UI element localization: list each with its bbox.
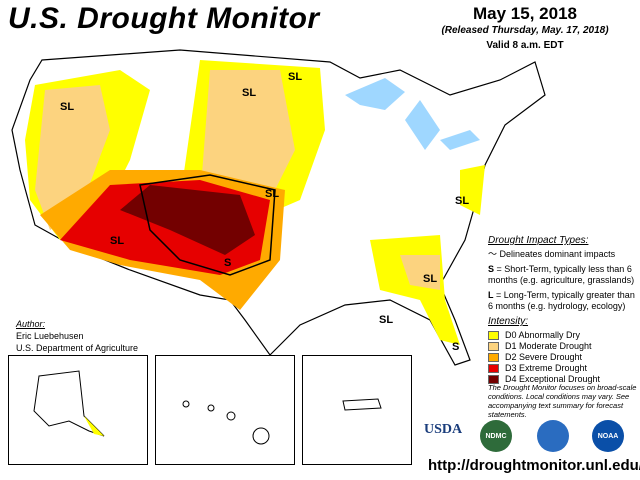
delineates-text: Delineates dominant impacts <box>499 249 616 259</box>
legend-label: D0 Abnormally Dry <box>505 330 581 340</box>
legend: Drought Impact Types: 〜 Delineates domin… <box>488 235 638 385</box>
d2-swatch <box>488 353 499 362</box>
legend-label: D4 Exceptional Drought <box>505 374 601 384</box>
s-key: S <box>488 264 495 274</box>
short-term-row: S = Short-Term, typically less than 6 mo… <box>488 264 638 286</box>
map-label: SL <box>242 87 256 99</box>
intensity-heading: Intensity: <box>488 316 529 327</box>
release-date: (Released Thursday, May. 17, 2018) <box>441 25 609 36</box>
d4-area-sw <box>120 185 255 255</box>
legend-label: D1 Moderate Drought <box>505 341 592 351</box>
website-url[interactable]: http://droughtmonitor.unl.edu/ <box>428 457 640 474</box>
legend-d2: D2 Severe Drought <box>488 352 638 363</box>
d1-area-west <box>35 85 110 230</box>
d3-swatch <box>488 364 499 373</box>
hawaii-map <box>182 400 270 445</box>
author-name: Eric Luebehusen <box>16 331 84 341</box>
author-block: Author: Eric Luebehusen U.S. Department … <box>16 318 138 354</box>
d1-area-plains <box>200 70 295 200</box>
hawaii-island <box>252 427 270 445</box>
map-label: SL <box>110 235 124 247</box>
hawaii-inset <box>155 355 295 465</box>
map-label: SL <box>60 101 74 113</box>
delineates-row: 〜 Delineates dominant impacts <box>488 249 638 260</box>
alaska-d0-area <box>84 416 104 436</box>
d1-area-southeast <box>400 255 440 290</box>
map-labels: SL SL SL SL SL S SL SL SL S <box>60 71 469 353</box>
legend-d4: D4 Exceptional Drought <box>488 374 638 385</box>
l-key: L <box>488 290 494 300</box>
legend-d3: D3 Extreme Drought <box>488 363 638 374</box>
legend-d0: D0 Abnormally Dry <box>488 330 638 341</box>
noaa-logo: NOAA <box>592 420 624 452</box>
alaska-map <box>33 370 105 437</box>
d1-swatch <box>488 342 499 351</box>
d0-swatch <box>488 331 499 340</box>
author-org: U.S. Department of Agriculture <box>16 343 139 353</box>
boundary-line-icon: 〜 <box>488 249 500 259</box>
s-text: = Short-Term, typically less than 6 mont… <box>488 264 635 285</box>
hawaii-island <box>226 411 236 421</box>
great-lakes <box>345 78 480 150</box>
legend-label: D3 Extreme Drought <box>505 363 588 373</box>
puerto-rico-outline <box>342 398 382 411</box>
map-label: SL <box>265 188 279 200</box>
map-label: SL <box>379 314 393 326</box>
disclaimer-note: The Drought Monitor focuses on broad-sca… <box>488 383 637 419</box>
puerto-rico-map <box>342 398 382 411</box>
author-heading: Author: <box>16 319 46 329</box>
map-label: SL <box>288 71 302 83</box>
usda-logo: USDA <box>424 422 463 437</box>
d4-swatch <box>488 375 499 384</box>
d0-area-midatlantic <box>460 165 485 215</box>
long-term-row: L = Long-Term, typically greater than 6 … <box>488 290 638 312</box>
valid-time: Valid 8 a.m. EDT <box>486 40 564 51</box>
hawaii-island <box>207 404 215 412</box>
puerto-rico-inset <box>302 355 412 465</box>
page-title: U.S. Drought Monitor <box>8 2 320 35</box>
legend-label: D2 Severe Drought <box>505 352 583 362</box>
l-text: = Long-Term, typically greater than 6 mo… <box>488 290 635 311</box>
map-label: SL <box>423 273 437 285</box>
impact-heading: Drought Impact Types: <box>488 235 589 246</box>
commerce-seal-logo <box>537 420 569 452</box>
alaska-inset <box>8 355 148 465</box>
impact-boundary <box>139 174 276 276</box>
ndmc-logo: NDMC <box>480 420 512 452</box>
map-label: S <box>452 341 459 353</box>
hawaii-island <box>182 400 190 408</box>
map-label: SL <box>455 195 469 207</box>
map-date: May 15, 2018 <box>473 4 577 23</box>
map-label: S <box>224 257 231 269</box>
legend-d1: D1 Moderate Drought <box>488 341 638 352</box>
